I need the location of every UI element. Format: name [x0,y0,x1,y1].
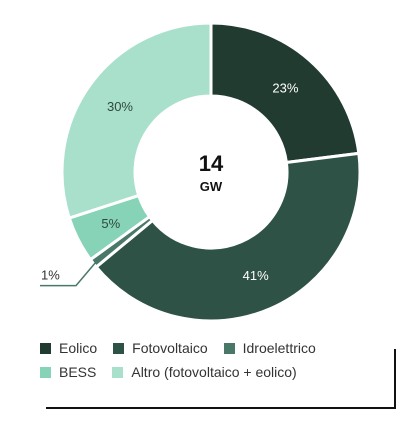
legend-item-fotovoltaico: Fotovoltaico [113,340,208,356]
legend-item-eolico: Eolico [40,340,97,356]
legend-item-idroelettrico: Idroelettrico [223,340,316,356]
slice-fotovoltaico [94,151,362,323]
legend: Eolico Fotovoltaico Idroelettrico BESS A… [40,336,380,384]
legend-item-bess: BESS [40,364,96,380]
legend-swatch-idroelettrico [223,342,235,354]
slice-label-bess: 5% [101,216,120,231]
legend-label-bess: BESS [59,364,97,380]
slice-label-eolico: 23% [272,81,298,96]
legend-row-2: BESS Altro (fotovoltaico + eolico) [40,360,380,384]
leader-line-idroelettrico [40,259,99,287]
slice-label-altro: 30% [107,99,133,114]
legend-label-altro: Altro (fotovoltaico + eolico) [131,364,297,380]
slice-altro [60,21,213,220]
legend-label-fotovoltaico: Fotovoltaico [132,340,208,356]
legend-item-altro: Altro (fotovoltaico + eolico) [112,364,297,380]
center-unit: GW [200,179,223,194]
legend-label-idroelettrico: Idroelettrico [242,340,316,356]
legend-swatch-altro [112,366,124,378]
legend-swatch-fotovoltaico [113,342,125,354]
center-value: 14 [199,151,224,176]
slice-label-fotovoltaico: 41% [243,268,269,283]
legend-swatch-eolico [40,342,51,354]
frame-right-line [394,349,396,409]
slice-eolico [209,21,361,165]
legend-row-1: Eolico Fotovoltaico Idroelettrico [40,336,380,360]
slice-label-idroelettrico: 1% [41,268,60,283]
legend-label-eolico: Eolico [59,340,98,356]
frame-bottom-line [46,407,396,409]
slice-labels: 23% 41% 1% 5% 30% [40,81,299,287]
legend-swatch-bess [40,366,51,378]
